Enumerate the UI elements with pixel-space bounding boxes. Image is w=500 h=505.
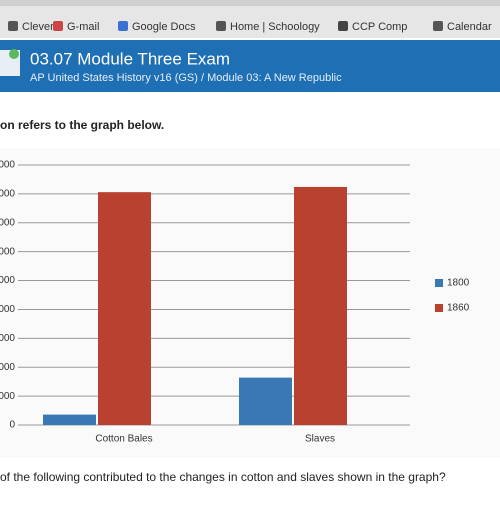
bookmark[interactable]: Home | Schoology [230, 21, 320, 33]
bar [98, 192, 151, 425]
y-tick-label: 000 [0, 160, 15, 171]
bookmark-icon [338, 21, 348, 31]
y-tick-label: 000 [0, 189, 15, 200]
exam-title: 03.07 Module Three Exam [30, 49, 230, 68]
header-bar [0, 40, 500, 92]
y-tick-label: 000 [0, 304, 15, 315]
bookmark[interactable]: CCP Comp [352, 21, 407, 33]
legend-swatch [435, 304, 443, 312]
bookmark-icon [8, 21, 18, 31]
bookmarks-bar [0, 0, 500, 38]
bookmark-icon [216, 21, 226, 31]
y-tick-label: 0 [9, 420, 15, 431]
question-prompt: of the following contributed to the chan… [0, 470, 446, 484]
bar [239, 377, 292, 425]
bookmark-icon [118, 21, 128, 31]
bar [43, 414, 96, 425]
exam-subtitle: AP United States History v16 (GS) / Modu… [30, 72, 342, 84]
y-tick-label: 000 [0, 391, 15, 402]
bookmark[interactable]: Calendar [447, 21, 492, 33]
y-tick-label: 000 [0, 217, 15, 228]
bookmark[interactable]: Clever [22, 21, 54, 33]
x-tick-label: Cotton Bales [95, 434, 152, 445]
y-tick-label: 000 [0, 246, 15, 257]
bookmark[interactable]: G-mail [67, 21, 99, 33]
y-tick-label: 000 [0, 333, 15, 344]
tab-strip [0, 0, 500, 6]
y-tick-label: 000 [0, 362, 15, 373]
bookmark-icon [53, 21, 63, 31]
legend-label: 1800 [447, 278, 470, 289]
bar [294, 186, 347, 425]
legend-label: 1860 [447, 303, 470, 314]
question-intro: on refers to the graph below. [0, 118, 164, 132]
legend-swatch [435, 279, 443, 287]
check-icon [9, 49, 19, 59]
y-tick-label: 000 [0, 275, 15, 286]
bookmark[interactable]: Google Docs [132, 21, 196, 33]
bookmark-icon [433, 21, 443, 31]
x-tick-label: Slaves [305, 434, 335, 445]
